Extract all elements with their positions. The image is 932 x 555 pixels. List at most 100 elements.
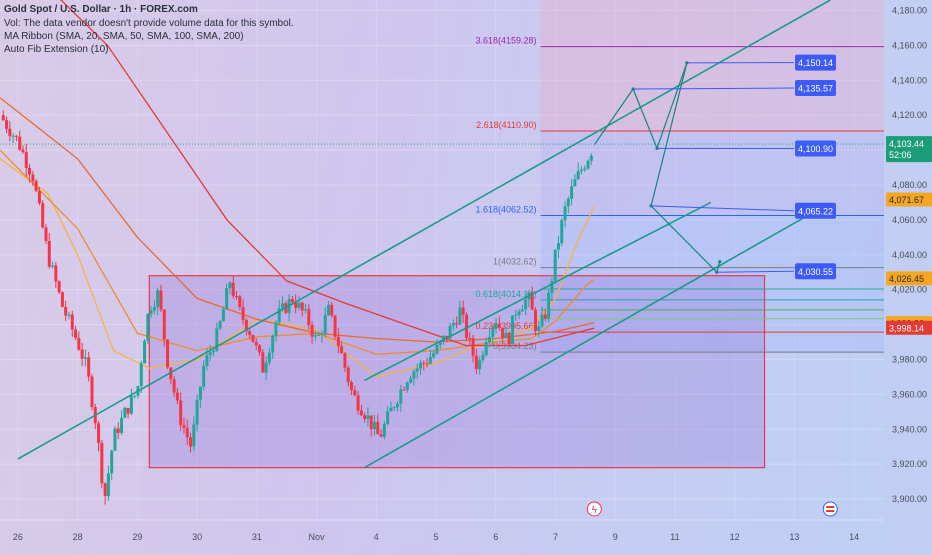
candle-body [110, 451, 113, 474]
candle-body [58, 281, 61, 292]
candle-body [524, 300, 527, 310]
candle-body [366, 415, 369, 418]
time-tick-label: Nov [309, 532, 326, 542]
candle-body [311, 325, 314, 337]
price-tick-label: 3,940.00 [892, 424, 927, 434]
time-tick-label: 26 [13, 532, 23, 542]
candle-body [64, 307, 67, 316]
candle-body [317, 335, 320, 336]
price-tick-label: 4,040.00 [892, 250, 927, 260]
candle-body [261, 352, 264, 372]
candle-body [182, 425, 185, 428]
flash-event-icon[interactable]: ϟ [587, 502, 601, 516]
target-label: 4,150.14 [798, 58, 833, 68]
candle-body [396, 404, 399, 408]
candle-body [353, 390, 356, 395]
time-tick-label: 7 [553, 532, 558, 542]
candle-body [163, 310, 166, 340]
candle-body [113, 428, 116, 450]
candle-body [84, 357, 87, 358]
candle-body [127, 408, 130, 414]
time-tick-label: 4 [374, 532, 379, 542]
candle-body [452, 323, 455, 326]
candle-body [343, 353, 346, 367]
candle-body [15, 136, 18, 137]
fib-label: 1.618(4062.52) [475, 204, 536, 214]
time-tick-label: 5 [434, 532, 439, 542]
candle-body [74, 330, 77, 338]
time-tick-label: 14 [849, 532, 859, 542]
candle-body [534, 310, 537, 331]
candle-body [567, 199, 570, 206]
candle-body [495, 324, 498, 328]
candle-body [5, 120, 8, 129]
fib-label: 2.618(4110.90) [476, 120, 536, 130]
candle-body [334, 316, 337, 337]
candle-body [25, 152, 28, 168]
candle-body [304, 309, 307, 310]
candle-body [383, 424, 386, 437]
candle-body [370, 415, 373, 429]
candle-body [577, 171, 580, 179]
candle-body [537, 326, 540, 331]
candle-body [560, 220, 563, 243]
candle-body [255, 342, 258, 345]
countdown-label: 52:06 [889, 150, 912, 160]
time-tick-label: 28 [73, 532, 83, 542]
price-tick-label: 3,900.00 [892, 494, 927, 504]
candle-body [258, 345, 261, 352]
chart-title: Gold Spot / U.S. Dollar · 1h · FOREX.com [4, 4, 198, 15]
candle-body [251, 335, 254, 342]
us-flag-event-icon[interactable] [823, 502, 837, 516]
candle-body [54, 265, 57, 281]
fib-label: 1(4032.62) [493, 257, 537, 267]
candle-body [557, 243, 560, 249]
candle-body [153, 307, 156, 311]
candle-body [422, 363, 425, 364]
ma-ribbon-legend[interactable]: MA Ribbon (SMA, 20, SMA, 50, SMA, 100, S… [4, 31, 244, 42]
candle-body [504, 333, 507, 338]
candle-body [481, 355, 484, 360]
candle-body [242, 307, 245, 320]
candle-body [173, 379, 176, 392]
last-price-label: 4,103.44 [889, 139, 924, 149]
candle-body [429, 357, 432, 364]
time-tick-label: 29 [132, 532, 142, 542]
candle-body [511, 316, 514, 344]
candle-body [435, 345, 438, 353]
candle-body [222, 309, 225, 321]
time-tick-label: 9 [613, 532, 618, 542]
candle-body [140, 363, 143, 386]
auto-fib-legend[interactable]: Auto Fib Extension (10) [4, 44, 109, 55]
fib-label: 3.618(4159.28) [475, 36, 536, 46]
consolidation-box[interactable] [149, 276, 764, 468]
candle-body [97, 423, 100, 443]
candle-body [156, 290, 159, 307]
candle-body [31, 175, 34, 182]
candle-body [297, 303, 300, 308]
candle-body [81, 350, 84, 359]
candle-body [307, 309, 310, 325]
candle-body [350, 382, 353, 390]
candle-body [468, 338, 471, 339]
candle-body [389, 408, 392, 411]
candle-body [192, 425, 195, 447]
candle-body [61, 292, 64, 307]
candle-body [547, 293, 550, 319]
candle-body [501, 328, 504, 338]
candle-body [130, 396, 133, 414]
candle-body [291, 299, 294, 302]
candle-body [268, 353, 271, 363]
time-tick-label: 11 [670, 532, 679, 542]
candle-body [146, 314, 149, 341]
candle-body [498, 324, 501, 328]
candle-body [399, 390, 402, 404]
candle-body [347, 368, 350, 382]
price-tick-label: 3,920.00 [892, 459, 927, 469]
candle-body [8, 129, 11, 136]
candle-body [406, 383, 409, 390]
candle-body [196, 400, 199, 425]
